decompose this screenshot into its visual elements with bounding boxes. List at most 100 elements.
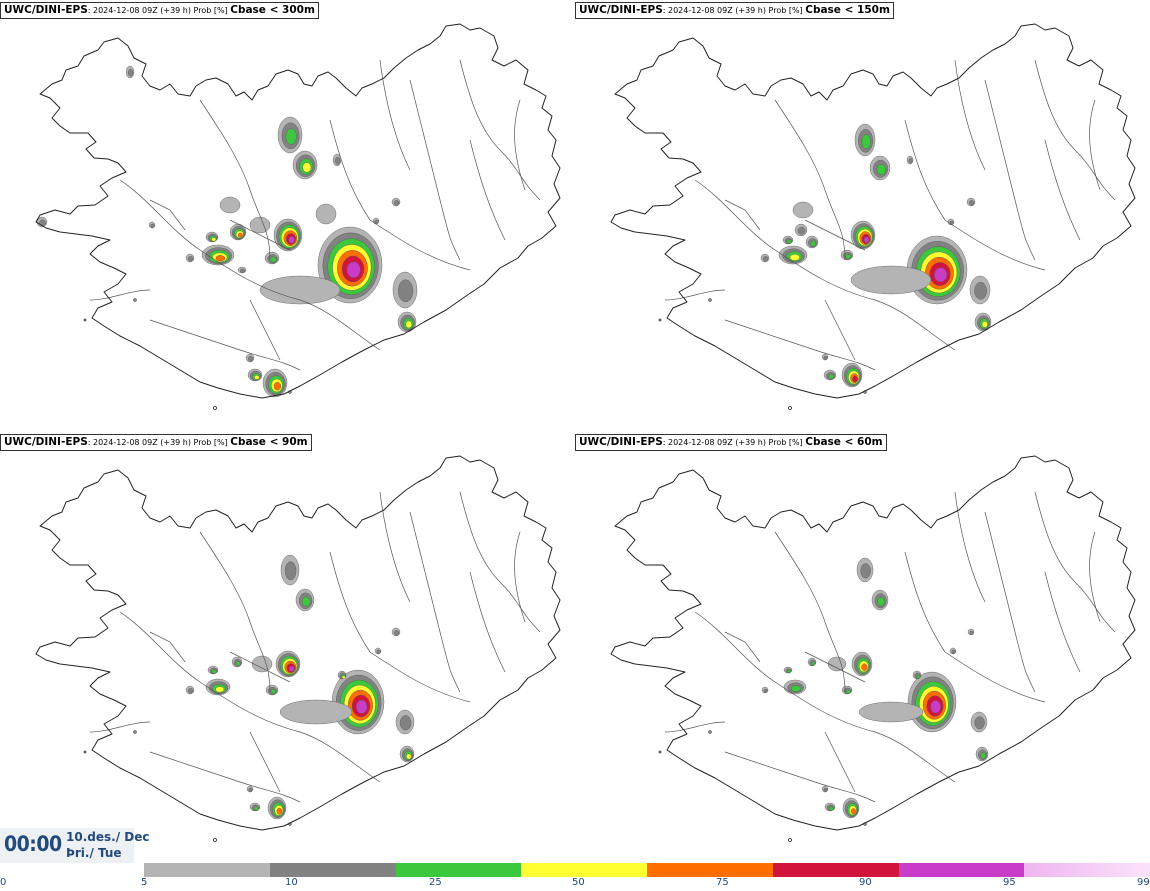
boundary-line — [369, 219, 471, 271]
island — [288, 822, 292, 826]
boundary-line — [954, 59, 986, 171]
boundary-line — [229, 219, 291, 251]
probability-contour — [787, 669, 792, 674]
probability-contour — [930, 700, 941, 714]
probability-contour — [376, 649, 381, 654]
valid-date-line1: 10.des./ Dec — [66, 830, 150, 844]
probability-contour — [219, 196, 241, 214]
probability-contour — [284, 561, 297, 581]
probability-contour — [398, 279, 414, 303]
boundary-line — [249, 731, 281, 793]
colorbar-segment — [647, 863, 774, 877]
island — [863, 390, 867, 394]
probability-contour — [792, 201, 814, 219]
probability-contour — [827, 656, 847, 672]
colorbar-segment — [772, 863, 899, 877]
boundary-line — [514, 99, 526, 191]
boundary-line — [804, 219, 866, 251]
probability-contour — [342, 675, 346, 680]
probability-contour — [916, 674, 921, 679]
probability-contour — [288, 665, 295, 672]
colorbar-tick-label: 25 — [429, 877, 442, 888]
island — [708, 730, 712, 734]
boundary-line — [1034, 59, 1116, 201]
boundary-line — [299, 299, 381, 351]
probability-contour — [969, 630, 974, 635]
boundary-line — [1034, 491, 1116, 633]
boundary-line — [249, 299, 281, 361]
boundary-line — [904, 551, 946, 653]
probability-contour — [235, 661, 241, 667]
probability-contour — [406, 753, 412, 760]
probability-contour — [355, 699, 368, 714]
boundary-line — [409, 79, 461, 261]
boundary-line — [664, 721, 726, 733]
map-panel-cbase-300m: UWC/DINI-EPS: 2024-12-08 09Z (+39 h) Pro… — [0, 0, 575, 430]
probability-contour — [405, 320, 413, 329]
land-area — [36, 24, 560, 398]
boundary-line — [954, 491, 986, 603]
probability-contour — [852, 375, 858, 383]
colorbar-segment — [521, 863, 648, 877]
boundary-line — [229, 651, 291, 683]
coastline — [35, 455, 561, 831]
boundary-line — [724, 631, 761, 663]
probability-contour — [980, 752, 987, 759]
boundary-line — [409, 511, 461, 693]
probability-contour — [302, 596, 311, 607]
probability-contour — [789, 254, 800, 261]
probability-contour — [211, 669, 217, 674]
boundary-line — [379, 59, 411, 171]
boundary-line — [199, 99, 271, 261]
probability-contour — [399, 715, 412, 731]
probability-contour — [823, 355, 828, 360]
boundary-line — [694, 179, 876, 301]
probability-contour — [823, 787, 828, 792]
boundary-line — [149, 199, 186, 231]
probability-contour — [908, 158, 913, 164]
probability-contour — [215, 686, 225, 693]
probability-contour — [288, 236, 295, 244]
probability-contour — [876, 164, 886, 176]
probability-contour — [828, 806, 834, 811]
island — [658, 318, 662, 322]
boundary-line — [824, 299, 856, 361]
boundary-line — [379, 491, 411, 603]
probability-contour — [315, 203, 337, 225]
probability-contour — [346, 261, 361, 278]
boundary-line — [1089, 99, 1101, 191]
map-panel-cbase-90m: UWC/DINI-EPS: 2024-12-08 09Z (+39 h) Pro… — [0, 432, 575, 862]
probability-contour — [762, 256, 769, 262]
probability-contour — [810, 240, 817, 247]
colorbar-tick-label: 90 — [859, 877, 872, 888]
boundary-line — [89, 721, 151, 733]
probability-contour — [302, 162, 312, 173]
colorbar — [144, 863, 1150, 877]
map-panel-cbase-150m: UWC/DINI-EPS: 2024-12-08 09Z (+39 h) Pro… — [575, 0, 1150, 430]
probability-contour — [393, 200, 400, 206]
probability-contour — [247, 356, 254, 362]
boundary-line — [459, 59, 541, 201]
valid-time: 00:00 — [4, 832, 62, 856]
probability-contour — [981, 321, 988, 328]
probability-contour — [850, 265, 932, 295]
probability-contour — [968, 200, 975, 206]
probability-contour — [974, 281, 987, 300]
probability-contour — [249, 216, 271, 234]
probability-contour — [215, 255, 226, 262]
probability-contour — [845, 254, 852, 260]
colorbar-segment — [898, 863, 1025, 877]
boundary-line — [944, 219, 1046, 271]
probability-contour — [187, 256, 194, 262]
probability-contour — [850, 808, 856, 815]
island — [83, 318, 87, 322]
colorbar-tick-label: 99 — [1137, 877, 1150, 888]
boundary-line — [149, 751, 301, 803]
probability-contour — [828, 374, 835, 380]
colorbar-tick-label: 10 — [285, 877, 298, 888]
island — [788, 406, 792, 410]
boundary-line — [459, 491, 541, 633]
coastline — [35, 23, 561, 399]
boundary-line — [724, 199, 761, 231]
island — [133, 730, 137, 734]
